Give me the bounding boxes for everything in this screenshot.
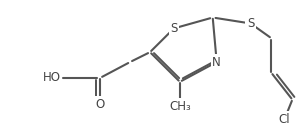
Text: N: N bbox=[212, 55, 221, 68]
Text: O: O bbox=[96, 98, 105, 111]
Text: CH₃: CH₃ bbox=[169, 100, 191, 113]
Text: S: S bbox=[247, 17, 254, 30]
Text: HO: HO bbox=[43, 71, 60, 84]
Text: Cl: Cl bbox=[278, 113, 290, 126]
Text: S: S bbox=[170, 22, 178, 35]
